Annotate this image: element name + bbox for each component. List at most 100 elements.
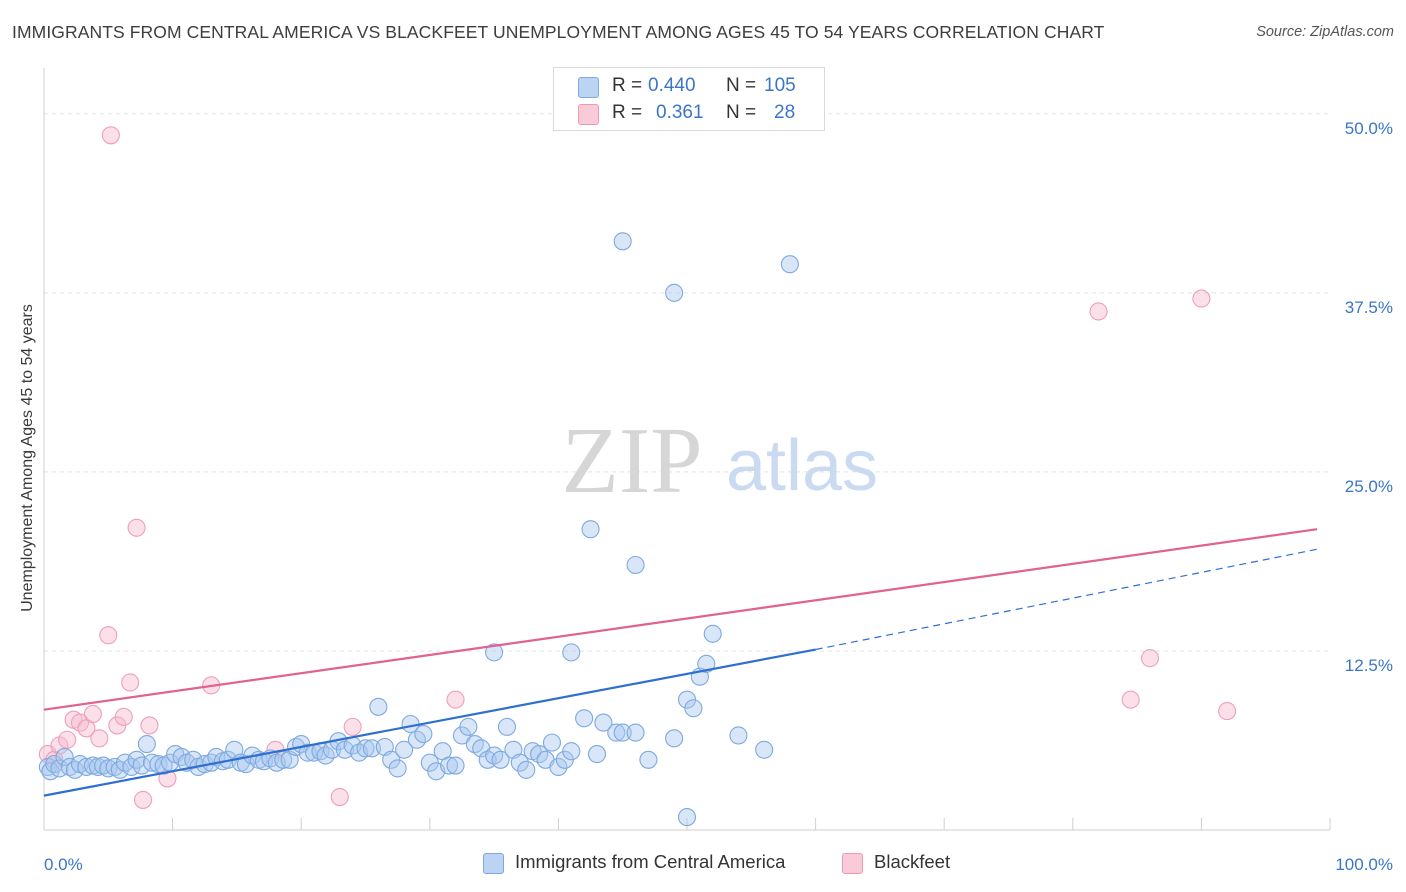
stats-legend: R = 0.440 N = 105 R = 0.361 N = 28 xyxy=(553,67,825,131)
y-axis-label: Unemployment Among Ages 45 to 54 years xyxy=(19,304,36,612)
watermark-atlas: atlas xyxy=(726,426,878,506)
data-point-central-america xyxy=(485,643,504,662)
data-point-central-america xyxy=(780,255,799,274)
trend-line-blackfeet xyxy=(43,528,1318,711)
data-point-central-america xyxy=(356,739,375,758)
y-tick-label: 25.0% xyxy=(1345,477,1393,496)
data-point-central-america xyxy=(607,723,626,742)
data-point-blackfeet xyxy=(58,730,77,749)
data-point-blackfeet xyxy=(1218,702,1237,721)
tick-labels: 12.5% 25.0% 37.5% 50.0% 0.0% 100.0% xyxy=(44,119,1393,874)
data-point-central-america xyxy=(703,624,722,643)
data-point-central-america xyxy=(127,750,146,769)
data-point-central-america xyxy=(446,756,465,775)
data-point-blackfeet xyxy=(1140,649,1160,668)
data-point-blackfeet xyxy=(1121,690,1140,709)
data-point-central-america xyxy=(362,739,381,758)
x-tick-label: 100.0% xyxy=(1335,855,1393,874)
grid xyxy=(44,113,1330,652)
data-point-central-america xyxy=(510,753,529,772)
data-point-central-america xyxy=(459,717,478,736)
y-tick-label: 50.0% xyxy=(1345,119,1393,138)
data-point-central-america xyxy=(414,724,433,744)
data-point-blackfeet xyxy=(114,707,133,726)
data-point-central-america xyxy=(697,654,716,673)
watermark-zip: ZIP xyxy=(562,409,703,513)
legend-n-label: N = xyxy=(726,102,757,123)
data-point-central-america xyxy=(755,740,774,759)
y-tick-label: 12.5% xyxy=(1345,656,1393,675)
legend-n-label: N = xyxy=(726,75,757,96)
data-point-central-america xyxy=(298,743,317,762)
data-point-central-america xyxy=(594,713,613,732)
data-point-central-america xyxy=(440,756,459,775)
legend-label: Blackfeet xyxy=(874,851,951,872)
data-point-blackfeet xyxy=(127,518,146,537)
data-point-central-america xyxy=(99,759,118,778)
data-point-central-america xyxy=(517,760,536,779)
data-point-central-america xyxy=(497,717,517,736)
data-point-central-america xyxy=(677,808,697,827)
data-point-central-america xyxy=(388,759,407,778)
data-point-central-america xyxy=(613,723,632,742)
legend-swatch-pink xyxy=(842,853,863,874)
data-point-blackfeet xyxy=(133,790,153,809)
data-point-central-america xyxy=(665,283,684,302)
data-point-central-america xyxy=(684,699,703,718)
data-point-blackfeet xyxy=(83,704,102,724)
watermark: ZIP atlas xyxy=(562,409,879,513)
trend-line-central-america xyxy=(43,648,816,797)
trend-lines xyxy=(43,528,1318,797)
data-point-central-america xyxy=(575,709,594,728)
data-point-blackfeet xyxy=(101,126,120,145)
data-point-blackfeet xyxy=(90,729,109,748)
data-point-blackfeet xyxy=(99,626,118,645)
data-point-central-america xyxy=(142,753,162,772)
y-tick-label: 37.5% xyxy=(1345,298,1393,317)
data-point-central-america xyxy=(562,643,581,662)
legend-label: Immigrants from Central America xyxy=(515,851,786,872)
data-point-central-america xyxy=(137,735,156,754)
data-point-central-america xyxy=(613,232,632,251)
legend-r-value: 0.361 xyxy=(656,102,704,123)
legend-r-label: R = xyxy=(612,102,643,123)
series-central-america xyxy=(38,232,799,827)
data-point-blackfeet xyxy=(446,690,465,709)
legend-swatch-blue xyxy=(578,77,599,98)
data-point-blackfeet xyxy=(121,673,140,692)
legend-n-value: 105 xyxy=(764,75,796,96)
trend-line-central-america-extension xyxy=(815,548,1318,651)
data-point-blackfeet xyxy=(1089,302,1108,321)
data-point-blackfeet xyxy=(1192,289,1211,308)
data-point-blackfeet xyxy=(140,716,159,735)
data-point-central-america xyxy=(581,520,600,539)
data-point-central-america xyxy=(542,733,562,752)
source-label: Source: ZipAtlas.com xyxy=(1256,24,1394,40)
data-point-central-america xyxy=(665,729,684,748)
data-point-central-america xyxy=(65,760,84,779)
data-point-blackfeet xyxy=(343,717,362,736)
data-point-central-america xyxy=(172,747,191,766)
data-point-central-america xyxy=(562,742,581,761)
data-point-central-america xyxy=(639,750,658,769)
data-point-central-america xyxy=(395,740,414,759)
data-point-central-america xyxy=(491,750,510,769)
data-point-central-america xyxy=(626,723,645,742)
legend-r-label: R = xyxy=(612,75,643,96)
chart-title: IMMIGRANTS FROM CENTRAL AMERICA VS BLACK… xyxy=(12,22,1105,42)
data-point-central-america xyxy=(369,697,388,716)
data-point-central-america xyxy=(94,756,113,775)
data-point-central-america xyxy=(55,747,74,766)
data-point-blackfeet xyxy=(330,788,349,807)
data-point-central-america xyxy=(729,726,748,745)
legend-swatch-pink xyxy=(578,104,599,125)
legend-swatch-blue xyxy=(483,853,504,874)
axes xyxy=(43,68,1331,831)
data-point-central-america xyxy=(587,745,607,764)
legend-n-value: 28 xyxy=(774,102,796,123)
data-point-central-america xyxy=(549,757,568,777)
legend-r-value: 0.440 xyxy=(648,75,696,96)
series-blackfeet xyxy=(38,126,1237,809)
x-tick-label: 0.0% xyxy=(44,855,83,874)
